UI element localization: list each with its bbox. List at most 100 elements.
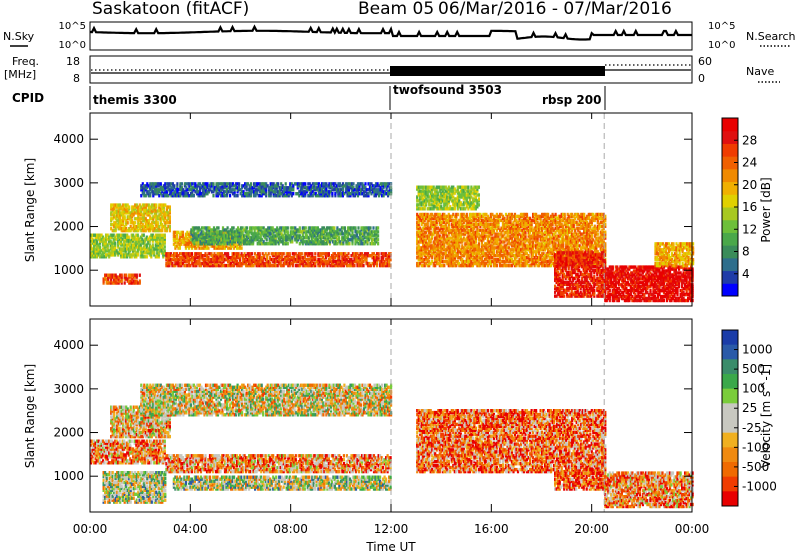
- range-gate-cell: [348, 242, 351, 246]
- range-gate-cell: [198, 258, 201, 262]
- range-gate-cell: [201, 192, 205, 196]
- range-gate-cell: [249, 258, 252, 262]
- range-gate-cell: [200, 186, 203, 190]
- range-gate-cell: [281, 256, 284, 260]
- range-gate-cell: [160, 239, 163, 243]
- range-gate-cell: [288, 252, 291, 256]
- range-gate-cell: [239, 192, 242, 196]
- range-gate-cell: [318, 258, 321, 262]
- range-gate-cell: [293, 252, 296, 256]
- range-gate-cell: [180, 234, 183, 238]
- range-gate-cell: [151, 237, 154, 241]
- range-gate-cell: [495, 263, 498, 268]
- range-gate-cell: [116, 281, 119, 285]
- range-gate-cell: [203, 194, 206, 198]
- range-gate-cell: [207, 261, 210, 266]
- range-gate-cell: [274, 188, 277, 192]
- range-gate-cell: [353, 258, 356, 262]
- range-gate-cell: [242, 261, 245, 266]
- range-gate-cell: [159, 241, 162, 245]
- range-gate-cell: [146, 192, 149, 196]
- range-gate-cell: [180, 258, 183, 262]
- range-gate-cell: [291, 256, 294, 260]
- range-gate-cell: [152, 190, 155, 194]
- range-gate-cell: [123, 239, 126, 243]
- range-gate-cell: [185, 182, 188, 186]
- range-gate-cell: [168, 192, 171, 196]
- range-gate-cell: [130, 245, 133, 249]
- range-gate-cell: [323, 259, 326, 264]
- range-gate-cell: [366, 263, 370, 268]
- range-gate-cell: [108, 249, 111, 253]
- range-gate-cell: [269, 182, 272, 186]
- range-gate-cell: [131, 281, 134, 285]
- range-gate-cell: [272, 190, 275, 194]
- range-gate-cell: [117, 243, 120, 247]
- range-gate-cell: [347, 256, 350, 260]
- range-gate-cell: [139, 239, 142, 243]
- range-gate-cell: [165, 263, 168, 268]
- range-gate-cell: [371, 254, 374, 258]
- range-gate-cell: [120, 223, 123, 227]
- range-gate-cell: [343, 226, 346, 230]
- range-gate-cell: [250, 186, 253, 190]
- range-gate-cell: [167, 194, 170, 198]
- range-gate-cell: [198, 263, 201, 268]
- range-gate-cell: [230, 184, 233, 188]
- range-gate-cell: [282, 252, 285, 256]
- range-gate-cell: [93, 233, 96, 237]
- range-gate-cell: [277, 190, 280, 194]
- range-gate-cell: [156, 245, 159, 249]
- range-gate-cell: [181, 240, 184, 244]
- range-gate-cell: [132, 279, 135, 283]
- range-gate-cell: [117, 215, 120, 219]
- range-gate-cell: [296, 256, 299, 260]
- range-gate-cell: [144, 184, 147, 188]
- range-gate-cell: [272, 194, 275, 198]
- range-gate-cell: [108, 281, 111, 285]
- range-gate-cell: [330, 259, 333, 264]
- range-gate-cell: [225, 254, 228, 258]
- range-gate-cell: [236, 246, 239, 250]
- range-gate-cell: [155, 223, 158, 227]
- range-gate-cell: [133, 249, 136, 253]
- range-gate-cell: [198, 188, 202, 192]
- range-gate-cell: [158, 225, 161, 229]
- range-gate-cell: [245, 186, 248, 190]
- range-gate-cell: [210, 254, 213, 258]
- range-gate-cell: [260, 263, 263, 268]
- range-gate-cell: [129, 279, 132, 283]
- range-gate-cell: [146, 225, 149, 229]
- range-gate-cell: [157, 253, 160, 257]
- range-gate-cell: [215, 194, 218, 198]
- range-gate-cell: [189, 240, 192, 244]
- range-gate-cell: [127, 241, 130, 245]
- range-gate-cell: [183, 263, 186, 268]
- range-gate-cell: [94, 243, 97, 247]
- range-gate-cell: [147, 207, 150, 211]
- range-gate-cell: [329, 259, 332, 264]
- range-gate-cell: [120, 253, 123, 257]
- range-gate-cell: [256, 184, 259, 188]
- range-gate-cell: [117, 279, 120, 283]
- range-gate-cell: [162, 205, 165, 209]
- range-gate-cell: [112, 233, 115, 237]
- range-gate-cell: [102, 255, 105, 259]
- range-gate-cell: [263, 263, 266, 268]
- range-gate-cell: [150, 182, 153, 186]
- range-gate-cell: [189, 184, 192, 188]
- range-gate-cell: [258, 259, 261, 264]
- range-gate-cell: [305, 261, 308, 266]
- range-gate-cell: [103, 255, 106, 259]
- range-gate-cell: [380, 258, 383, 262]
- range-gate-cell: [174, 194, 177, 198]
- range-gate-cell: [217, 246, 221, 250]
- range-gate-cell: [149, 205, 152, 209]
- range-gate-cell: [156, 215, 159, 219]
- range-gate-cell: [114, 249, 117, 253]
- range-gate-cell: [236, 190, 239, 194]
- noise-right-tick-bottom: 10^0: [708, 40, 735, 51]
- range-gate-cell: [294, 258, 297, 262]
- range-gate-cell: [360, 258, 364, 262]
- range-gate-cell: [181, 236, 184, 240]
